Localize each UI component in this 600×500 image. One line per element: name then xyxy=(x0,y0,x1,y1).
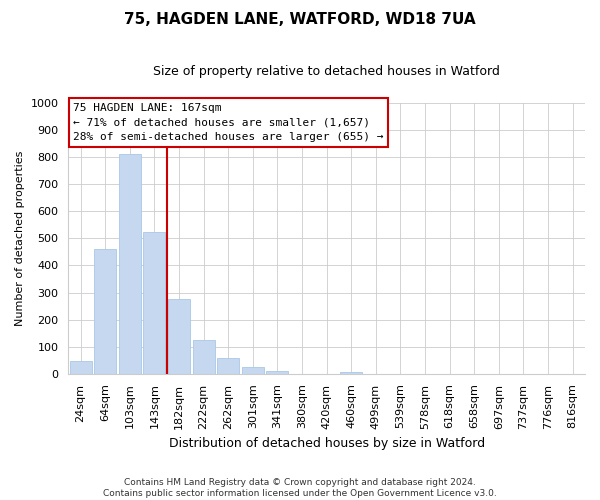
Text: 75, HAGDEN LANE, WATFORD, WD18 7UA: 75, HAGDEN LANE, WATFORD, WD18 7UA xyxy=(124,12,476,28)
Bar xyxy=(143,232,166,374)
Text: Contains HM Land Registry data © Crown copyright and database right 2024.
Contai: Contains HM Land Registry data © Crown c… xyxy=(103,478,497,498)
Y-axis label: Number of detached properties: Number of detached properties xyxy=(15,150,25,326)
Bar xyxy=(94,249,116,374)
Title: Size of property relative to detached houses in Watford: Size of property relative to detached ho… xyxy=(153,65,500,78)
Bar xyxy=(266,370,289,374)
Bar xyxy=(242,367,264,374)
Bar xyxy=(168,300,190,374)
X-axis label: Distribution of detached houses by size in Watford: Distribution of detached houses by size … xyxy=(169,437,485,450)
Bar xyxy=(119,154,141,374)
Bar xyxy=(70,361,92,374)
Bar xyxy=(193,340,215,374)
Text: 75 HAGDEN LANE: 167sqm
← 71% of detached houses are smaller (1,657)
28% of semi-: 75 HAGDEN LANE: 167sqm ← 71% of detached… xyxy=(73,103,384,142)
Bar xyxy=(217,358,239,374)
Bar xyxy=(340,372,362,374)
